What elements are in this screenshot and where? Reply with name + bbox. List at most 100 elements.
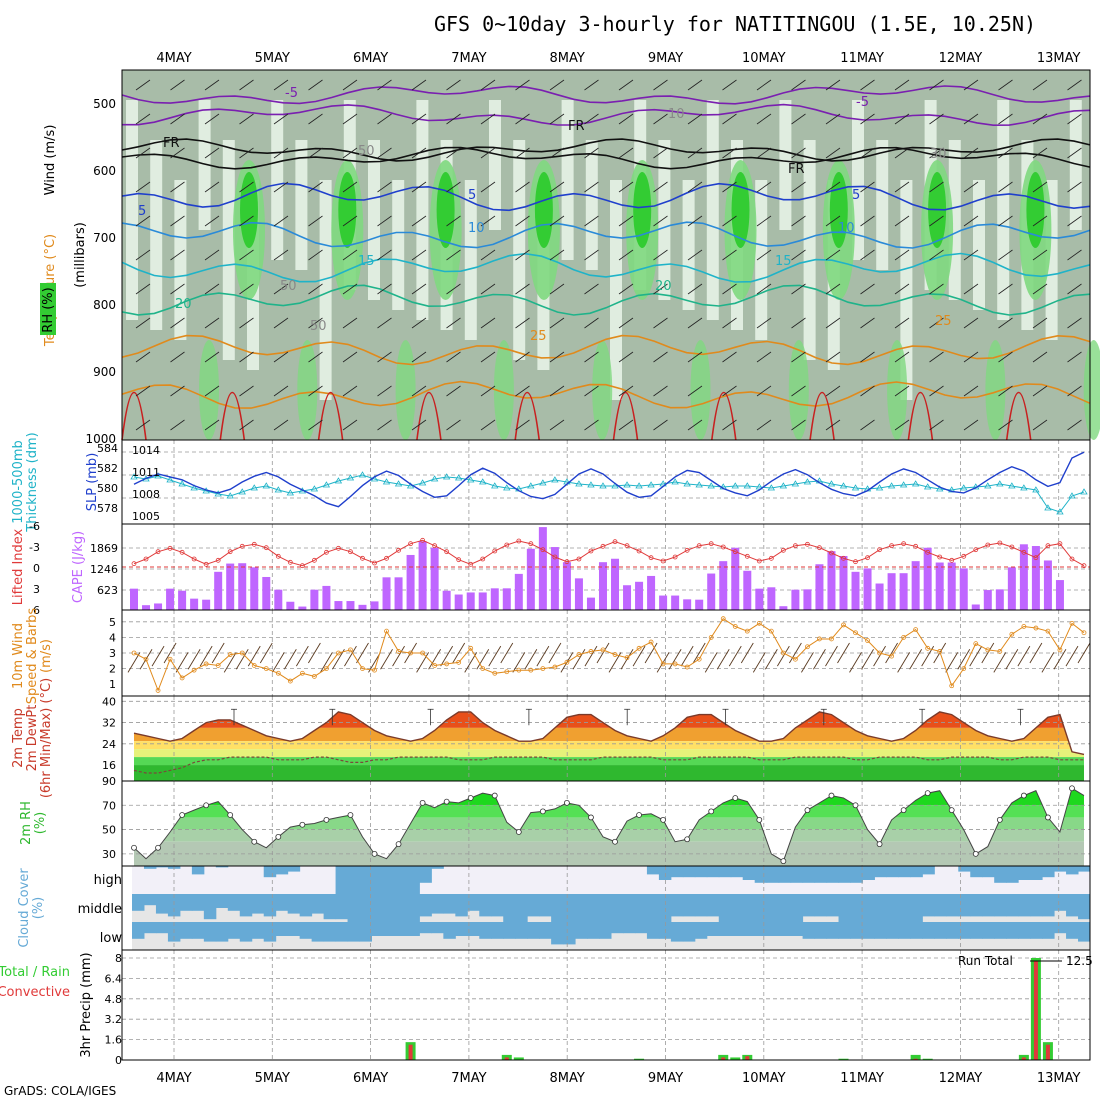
cloud-bar [994,866,1007,883]
lifted-index-point [468,561,474,567]
wind-speed-point [492,670,498,676]
rh-low-region [585,140,598,270]
thickness-point [623,481,631,488]
thickness-point [1020,484,1028,491]
wind-barb [813,649,826,670]
thickness-point [899,481,908,488]
wind-barb [135,79,151,91]
cape-bar [743,570,752,610]
wind-barb [377,113,392,125]
wind-tick: 5 [109,616,116,629]
thickness-point [779,482,788,489]
date-label-top: 10MAY [742,51,786,66]
thickness-tick: 578 [97,502,118,515]
rh-tick: 50 [102,824,116,837]
wind-barb [722,79,737,91]
cape-bar [683,599,692,610]
cape-bar [298,606,307,610]
wind-barb [687,79,703,91]
wind-barb [618,351,634,363]
cape-bar [611,558,620,610]
isotherm-30 [219,391,246,441]
wind-barb [549,317,565,329]
rh-point [612,838,618,845]
rh-low-region [271,100,284,260]
wind-barb [411,181,427,193]
rh-moist-region [985,340,1006,440]
lifted-index-point [997,540,1003,546]
cloud-bar [790,866,804,883]
wind-barb [756,385,772,397]
wind-barb [549,147,565,159]
wind-barb [170,181,185,193]
date-label-top: 5MAY [255,51,290,66]
wind-barb [211,642,225,664]
contour-label: 15 [358,254,375,269]
cape-bar [947,562,956,610]
rh-point [395,841,402,848]
rh-point [155,844,161,851]
thickness-point [1008,482,1016,489]
wind-barb [1067,113,1082,125]
wind-barb [653,317,668,329]
wind-speed-point [600,647,606,653]
wind-barb [929,351,944,363]
cloud-bar [563,922,576,945]
wind-barb [894,317,910,329]
wind-barb [584,79,599,91]
thickness-point [1080,488,1088,495]
cape-bar [226,563,235,610]
wind-speed-point [179,675,185,681]
cloud-bar [934,894,947,917]
cloud-bar [575,894,588,922]
wind-speed-point [516,667,522,673]
wind-speed-point [1021,624,1027,629]
wind-barb [239,249,254,261]
cloud-bar [922,894,935,917]
cape-bar [334,601,343,610]
contour-label: FR [788,162,805,177]
wind-barb [998,181,1013,193]
wind-barb [239,351,254,363]
cloud-bar [646,922,660,939]
wind-barb [452,642,466,664]
cloud-bar [287,922,301,936]
wind-barb [295,645,309,667]
rh-point [564,799,570,806]
cape-bar [358,604,367,610]
wind-barb [411,283,427,295]
lifted-index-point [215,557,221,563]
cloud-bar [1030,894,1043,917]
rh-point [732,795,739,801]
wind-barb [860,181,875,193]
cloud-bar [670,894,684,917]
precip-convective-bar [1045,1044,1050,1060]
wind-barb [273,147,289,159]
thickness-point [1044,504,1052,511]
cloud-axis-label-line: Cloud Cover [17,868,32,948]
rh2m-axis-label-line: (%) [33,812,48,835]
wind-speed-point [275,670,281,676]
wind-barb [825,181,841,193]
cloud-bar [335,894,349,920]
wind-barb [584,181,599,193]
cloud-bar [1018,866,1031,880]
cloud-bar [850,866,863,883]
wind-speed-point [865,638,870,643]
wind-barb [1032,351,1048,363]
wind-barb [342,419,358,431]
wind-barb [377,351,392,363]
wind-barb [151,645,165,667]
wind-barb [411,419,427,431]
cape-bar [346,601,355,610]
cloud-bar [527,922,540,939]
thickness-point [683,480,691,487]
cloud-bar [347,866,361,894]
rh-low-region [222,140,235,360]
wind-barb [170,351,185,363]
wind-barb [1032,419,1048,431]
cloud-bar [946,894,959,917]
isotherm-5 [121,182,1091,212]
wind-barb [283,649,297,670]
rh-saturated-region [829,172,848,248]
